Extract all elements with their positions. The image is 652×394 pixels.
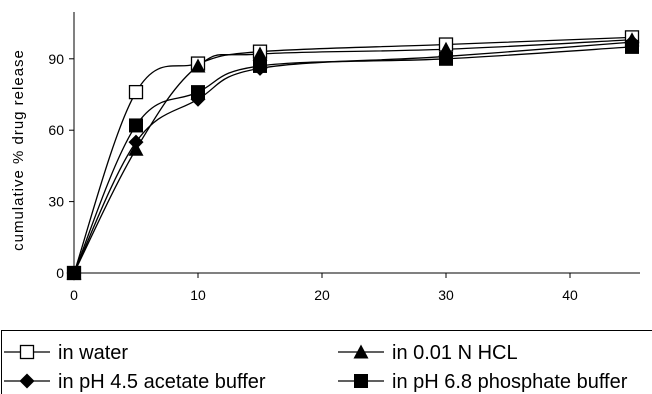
legend: in water in 0.01 N HCL in pH 4.5 acetate b… [1, 330, 652, 394]
data-point-s3-4 [439, 51, 453, 66]
data-point-s2-1 [128, 134, 144, 150]
data-point-s3-5 [625, 39, 639, 54]
y-tick-label: 60 [48, 122, 64, 138]
series-line-3 [73, 46, 633, 274]
data-point-s0-1 [128, 84, 144, 100]
data-point-s3-1 [129, 118, 143, 133]
axes [69, 12, 640, 278]
x-tick-label: 30 [438, 287, 454, 303]
series-line-1 [73, 39, 633, 274]
x-tick-label: 0 [70, 287, 78, 303]
series-markers [66, 30, 640, 281]
y-axis-title: cumulative % drug release [10, 49, 27, 251]
data-point-s1-3 [252, 46, 268, 61]
series-lines [73, 36, 633, 274]
legend-label: in pH 6.8 phosphate buffer [392, 371, 628, 393]
data-point-s3-0 [67, 266, 81, 280]
x-tick-label: 40 [562, 287, 578, 303]
data-point-s1-2 [190, 58, 206, 73]
y-tick-label: 0 [56, 265, 64, 281]
legend-marker [19, 344, 35, 360]
x-tick-label: 20 [314, 287, 330, 303]
legend-box [1, 330, 652, 394]
legend-marker [354, 374, 368, 388]
series-line-2 [73, 41, 633, 274]
legend-marker [353, 344, 369, 359]
y-tick-label: 90 [48, 51, 64, 67]
legend-marker [19, 373, 35, 389]
data-point-s3-2 [191, 85, 205, 100]
tick-labels: 0 10 20 30 40 0 30 60 90 [48, 51, 578, 303]
y-tick-label: 30 [48, 194, 64, 210]
legend-label: in 0.01 N HCL [392, 342, 518, 364]
legend-label: in pH 4.5 acetate buffer [58, 371, 266, 393]
data-point-s3-3 [253, 58, 267, 73]
legend-label: in water [58, 342, 128, 364]
x-tick-label: 10 [190, 287, 206, 303]
series-line-0 [73, 36, 633, 274]
